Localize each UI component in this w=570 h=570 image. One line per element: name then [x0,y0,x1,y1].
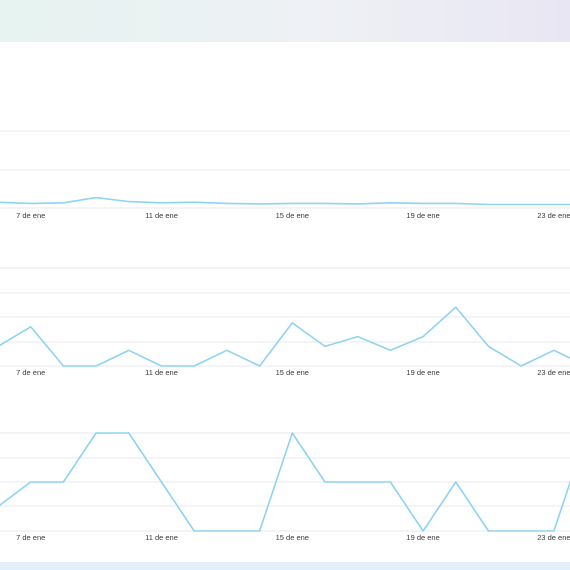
x-tick-label: 15 de ene [276,368,309,377]
chart-panel-1: 7 de ene 11 de ene 15 de ene 19 de ene 23 de… [0,42,570,225]
data-point[interactable] [323,480,326,483]
data-point[interactable] [389,201,392,204]
x-tick-label: 7 de ene [16,533,45,542]
data-point[interactable] [323,202,326,205]
data-point[interactable] [160,201,163,204]
chart-panel-3: 7 de ene 11 de ene 15 de ene 19 de ene 23 de… [0,383,570,547]
x-tick-label: 15 de ene [276,533,309,542]
data-point[interactable] [487,345,490,348]
data-point[interactable] [160,480,163,483]
x-tick-label: 11 de ene [145,211,178,220]
x-tick-label: 23 de ene [537,211,570,220]
data-point[interactable] [454,480,457,483]
data-point[interactable] [487,529,490,532]
data-point[interactable] [356,202,359,205]
series-line [0,432,570,532]
data-point[interactable] [258,529,261,532]
data-point[interactable] [291,431,294,434]
data-point[interactable] [520,203,523,206]
x-tick-label: 15 de ene [276,211,309,220]
data-point[interactable] [552,203,555,206]
chart-1-svg: 7 de ene 11 de ene 15 de ene 19 de ene 23 de… [0,130,570,220]
chart-panel-2: 7 de ene 11 de ene 15 de ene 19 de ene 23 de… [0,225,570,383]
x-tick-label: 11 de ene [145,368,178,377]
data-point[interactable] [356,335,359,338]
chart-3-svg: 7 de ene 11 de ene 15 de ene 19 de ene 23 de… [0,431,570,542]
data-point[interactable] [225,529,228,532]
data-point[interactable] [291,202,294,205]
data-point[interactable] [62,364,65,367]
data-point[interactable] [552,349,555,352]
data-point[interactable] [29,325,32,328]
x-tick-label: 19 de ene [406,211,439,220]
data-point[interactable] [193,201,196,204]
data-point[interactable] [389,480,392,483]
data-point[interactable] [487,203,490,206]
data-point[interactable] [520,364,523,367]
data-point[interactable] [127,349,130,352]
data-point[interactable] [454,306,457,309]
bottom-band [0,562,570,570]
data-point[interactable] [127,200,130,203]
data-point[interactable] [422,202,425,205]
data-point[interactable] [225,349,228,352]
x-tick-label: 19 de ene [406,368,439,377]
x-tick-label: 19 de ene [406,533,439,542]
data-point[interactable] [29,480,32,483]
top-header-band [0,0,570,42]
data-point[interactable] [422,335,425,338]
data-point[interactable] [258,202,261,205]
x-tick-label: 11 de ene [145,533,178,542]
data-point[interactable] [520,529,523,532]
data-point[interactable] [95,431,98,434]
data-point[interactable] [454,202,457,205]
data-point[interactable] [127,431,130,434]
x-tick-label: 23 de ene [537,368,570,377]
data-point[interactable] [95,364,98,367]
data-point[interactable] [95,196,98,199]
data-point[interactable] [225,202,228,205]
data-point[interactable] [29,202,32,205]
data-point[interactable] [193,364,196,367]
x-tick-label: 23 de ene [537,533,570,542]
data-point[interactable] [62,201,65,204]
x-tick-label: 7 de ene [16,368,45,377]
data-point[interactable] [258,364,261,367]
data-point[interactable] [323,345,326,348]
chart-2-svg: 7 de ene 11 de ene 15 de ene 19 de ene 23 de… [0,267,570,377]
data-point[interactable] [356,480,359,483]
data-point[interactable] [62,480,65,483]
data-point[interactable] [389,349,392,352]
data-point[interactable] [291,321,294,324]
data-point[interactable] [193,529,196,532]
x-tick-label: 7 de ene [16,211,45,220]
series-line [0,306,570,367]
series-line [0,196,570,206]
